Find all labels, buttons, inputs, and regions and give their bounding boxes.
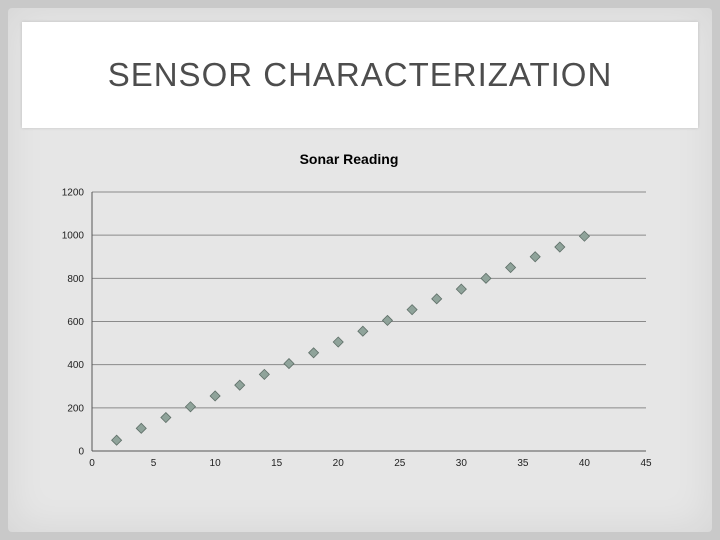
x-tick-label: 45: [640, 458, 652, 469]
data-point: [111, 434, 123, 446]
data-point: [308, 347, 320, 359]
x-tick-label: 30: [456, 458, 468, 469]
x-tick-label: 0: [89, 458, 95, 469]
data-point: [160, 411, 172, 424]
x-tick-label: 40: [579, 458, 591, 469]
x-tick-label: 15: [271, 458, 283, 469]
data-point: [283, 358, 295, 370]
x-tick-label: 20: [333, 458, 345, 469]
y-tick-label: 400: [67, 360, 84, 371]
x-tick-label: 35: [517, 458, 529, 469]
y-tick-label: 1000: [62, 231, 85, 242]
y-tick-label: 200: [67, 403, 84, 414]
chart-title: Sonar Reading: [300, 151, 399, 167]
data-point: [184, 401, 197, 413]
chart-gridlines: [92, 191, 646, 409]
data-point: [234, 379, 246, 391]
y-tick-labels: 0 200 400 600 800 1000 1200: [62, 188, 85, 458]
y-tick-label: 800: [67, 274, 84, 285]
data-point: [578, 230, 591, 242]
data-point: [332, 336, 344, 348]
data-point: [554, 241, 566, 253]
data-point: [381, 314, 394, 326]
data-point: [135, 422, 147, 434]
data-point: [505, 261, 517, 274]
data-point: [529, 251, 541, 263]
data-point: [209, 390, 221, 402]
x-tick-label: 5: [151, 458, 157, 469]
x-tick-labels: 0 5 10 15 20 25 30 35 40 45: [89, 458, 652, 469]
data-point: [357, 325, 369, 337]
x-tick-label: 10: [210, 458, 222, 469]
title-box: SENSOR CHARACTERIZATION: [22, 22, 698, 128]
x-tick-label: 25: [394, 458, 406, 469]
slide-title: SENSOR CHARACTERIZATION: [107, 56, 613, 93]
y-tick-label: 1200: [62, 188, 85, 199]
data-point: [406, 304, 418, 316]
y-tick-label: 600: [67, 317, 84, 328]
data-points: [111, 230, 591, 446]
chart-axes: [91, 192, 646, 452]
y-tick-label: 0: [78, 447, 84, 458]
data-point: [431, 293, 443, 305]
data-point: [455, 283, 467, 295]
data-point: [258, 368, 270, 380]
data-point: [480, 272, 492, 284]
